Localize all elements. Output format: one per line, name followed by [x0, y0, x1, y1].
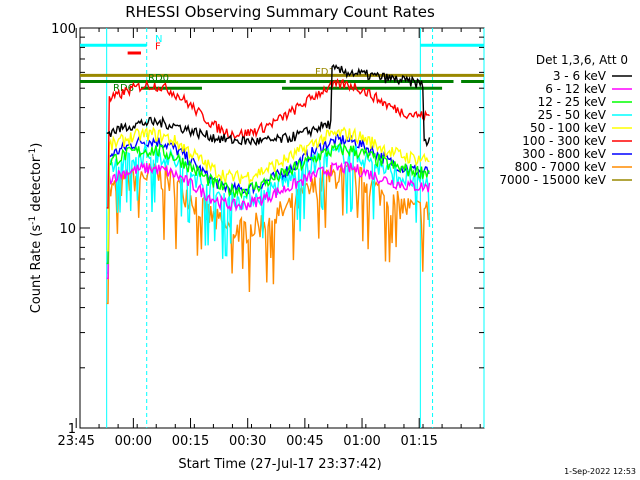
x-tick-label: 00:15: [172, 434, 209, 449]
series-line: [106, 63, 431, 148]
x-tick-label: 00:30: [229, 434, 266, 449]
x-tick-label: 00:45: [286, 434, 323, 449]
timestamp: 1-Sep-2022 12:53: [564, 467, 636, 476]
flag-label-f: F: [155, 42, 161, 53]
y-axis-label-end: ): [29, 143, 44, 148]
legend-label: 6 - 12 keV: [545, 82, 607, 96]
series-line: [106, 161, 431, 280]
y-axis-label-main: Count Rate (s: [29, 225, 44, 314]
legend-label: 100 - 300 keV: [522, 134, 606, 148]
series-line: [106, 126, 430, 252]
y-axis-label-sup1: -1: [28, 216, 38, 225]
legend-label: 50 - 100 keV: [530, 121, 607, 135]
series-line: [106, 141, 431, 274]
chart-title: RHESSI Observing Summary Count Rates: [125, 3, 435, 21]
y-tick-label: 10: [59, 222, 76, 237]
x-tick-label: 23:45: [57, 434, 94, 449]
x-tick-label: 01:00: [343, 434, 380, 449]
flag-label-rd0: RD0: [148, 73, 169, 84]
flag-label-rd6: RD6: [113, 83, 134, 94]
flag-bars: NF FD1 RD0 RD6: [80, 34, 484, 94]
legend-label: 25 - 50 keV: [538, 108, 607, 122]
x-axis-label: Start Time (27-Jul-17 23:37:42): [178, 457, 381, 472]
legend-label: 12 - 25 keV: [538, 95, 607, 109]
legend-header: Det 1,3,6, Att 0: [536, 53, 628, 67]
legend-label: 7000 - 15000 keV: [499, 173, 606, 187]
legend-label: 3 - 6 keV: [553, 69, 607, 83]
series-line: [106, 162, 431, 305]
x-ticks: 23:45 00:00 00:15 00:30 00:45 01:00 01:15: [57, 28, 481, 449]
x-tick-label: 00:00: [115, 434, 152, 449]
y-tick-label: 100: [51, 22, 76, 37]
flag-label-n: N: [155, 34, 162, 45]
y-tick-label: 1: [68, 422, 76, 437]
legend-label: 800 - 7000 keV: [515, 160, 607, 174]
y-axis-label-sup2: -1: [28, 148, 38, 157]
x-tick-label: 01:15: [400, 434, 437, 449]
flag-label-fd1: FD1: [315, 67, 335, 78]
series-line: [106, 78, 430, 209]
series-line: [106, 142, 430, 265]
legend-label: 300 - 800 keV: [522, 147, 606, 161]
y-axis-label-mid: detector: [29, 156, 44, 216]
y-axis-label: Count Rate (s-1 detector-1): [28, 143, 44, 314]
y-ticks: 1 10 100: [51, 22, 484, 437]
series-group: [106, 63, 431, 305]
